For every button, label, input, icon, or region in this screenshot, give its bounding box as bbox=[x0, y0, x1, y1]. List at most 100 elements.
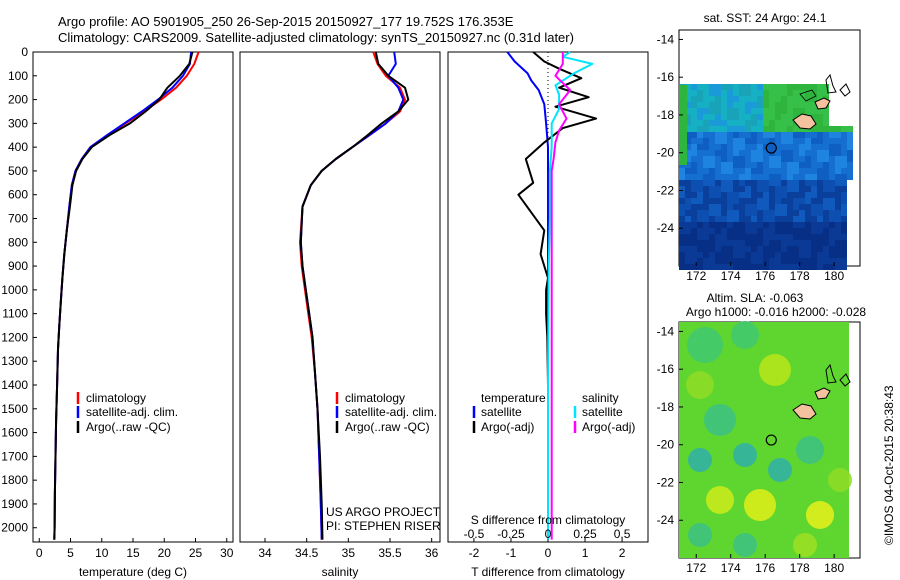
sst-cell bbox=[733, 90, 739, 96]
sst-cell bbox=[691, 204, 697, 210]
sst-cell bbox=[697, 144, 703, 150]
sst-cell bbox=[727, 102, 733, 108]
sst-cell bbox=[775, 252, 781, 258]
sst-cell bbox=[787, 228, 793, 234]
sst-cell bbox=[721, 180, 727, 186]
sst-cell bbox=[799, 198, 805, 204]
sst-cell bbox=[745, 168, 751, 174]
sst-cell bbox=[787, 114, 793, 120]
sst-cell bbox=[679, 186, 685, 192]
sst-cell bbox=[817, 156, 823, 162]
sst-cell bbox=[775, 234, 781, 240]
sst-cell bbox=[697, 234, 703, 240]
sst-cell bbox=[769, 204, 775, 210]
sst-cell bbox=[805, 204, 811, 210]
sst-cell bbox=[835, 246, 841, 252]
sst-cell bbox=[703, 132, 709, 138]
sst-cell bbox=[769, 126, 775, 132]
sst-cell bbox=[829, 198, 835, 204]
sla-blob bbox=[806, 501, 834, 529]
sst-cell bbox=[733, 174, 739, 180]
sst-cell bbox=[787, 120, 793, 126]
sst-cell bbox=[793, 84, 799, 90]
sst-cell bbox=[733, 192, 739, 198]
sst-cell bbox=[793, 138, 799, 144]
sst-cell bbox=[715, 258, 721, 264]
sst-cell bbox=[757, 102, 763, 108]
sst-cell bbox=[841, 198, 847, 204]
sst-cell bbox=[811, 162, 817, 168]
sst-cell bbox=[775, 102, 781, 108]
sst-cell bbox=[829, 168, 835, 174]
sst-cell bbox=[793, 216, 799, 222]
sst-cell bbox=[817, 114, 823, 120]
sst-cell bbox=[793, 246, 799, 252]
sst-cell bbox=[787, 186, 793, 192]
sst-cell bbox=[775, 156, 781, 162]
sst-cell bbox=[733, 126, 739, 132]
sst-cell bbox=[841, 126, 847, 132]
sst-cell bbox=[745, 144, 751, 150]
fiji-land bbox=[792, 363, 851, 420]
sst-cell bbox=[685, 156, 691, 162]
sst-cell bbox=[751, 90, 757, 96]
sst-cell bbox=[805, 168, 811, 174]
sst-cell bbox=[769, 240, 775, 246]
sst-cell bbox=[715, 132, 721, 138]
header-line2: Climatology: CARS2009. Satellite-adjuste… bbox=[58, 30, 574, 45]
sla-blob bbox=[731, 321, 759, 349]
sst-cell bbox=[691, 192, 697, 198]
sst-cell bbox=[841, 234, 847, 240]
sla-blob bbox=[688, 448, 712, 472]
sst-map: sat. SST: 24 Argo: 24.1 -14 -16 -18 -20 -22 -… bbox=[657, 11, 861, 283]
sst-cell bbox=[745, 246, 751, 252]
sst-cell bbox=[703, 240, 709, 246]
series-line-argo-adj- bbox=[550, 52, 572, 540]
sst-cell bbox=[811, 174, 817, 180]
sst-cell bbox=[739, 108, 745, 114]
sst-cell bbox=[757, 96, 763, 102]
sst-cell bbox=[709, 210, 715, 216]
s-diff-tick-label: 0.25 bbox=[573, 527, 597, 541]
sst-cell bbox=[697, 240, 703, 246]
sst-cell bbox=[685, 120, 691, 126]
sst-cell bbox=[709, 138, 715, 144]
sst-cell bbox=[757, 162, 763, 168]
sst-cell bbox=[751, 186, 757, 192]
sst-cell bbox=[823, 198, 829, 204]
sst-cell bbox=[709, 252, 715, 258]
sst-cell bbox=[703, 186, 709, 192]
sst-cell bbox=[721, 210, 727, 216]
sst-cell bbox=[775, 174, 781, 180]
sst-cell bbox=[745, 138, 751, 144]
sla-blob bbox=[768, 458, 792, 482]
sst-cell bbox=[811, 204, 817, 210]
sst-cell bbox=[787, 138, 793, 144]
sla-blob bbox=[686, 371, 714, 399]
sst-cell bbox=[787, 210, 793, 216]
sla-map-title2: Argo h1000: -0.016 h2000: -0.028 bbox=[686, 305, 866, 319]
sst-cell bbox=[685, 168, 691, 174]
sst-cell bbox=[805, 156, 811, 162]
sst-cell bbox=[799, 246, 805, 252]
sst-cell bbox=[769, 90, 775, 96]
sst-cell bbox=[709, 198, 715, 204]
sst-cell bbox=[811, 102, 817, 108]
sst-cell bbox=[811, 126, 817, 132]
sst-cell bbox=[763, 192, 769, 198]
sst-cell bbox=[769, 252, 775, 258]
sst-cell bbox=[793, 240, 799, 246]
sst-cell bbox=[769, 258, 775, 264]
sst-cell bbox=[751, 204, 757, 210]
sst-cell bbox=[841, 138, 847, 144]
sst-cell bbox=[679, 168, 685, 174]
sst-cell bbox=[709, 144, 715, 150]
sst-cell bbox=[793, 96, 799, 102]
sst-cell bbox=[715, 144, 721, 150]
sst-cell bbox=[763, 258, 769, 264]
sst-cell bbox=[763, 138, 769, 144]
sst-cell bbox=[733, 252, 739, 258]
sst-cell bbox=[721, 90, 727, 96]
sst-cell bbox=[823, 174, 829, 180]
sst-cell bbox=[739, 174, 745, 180]
